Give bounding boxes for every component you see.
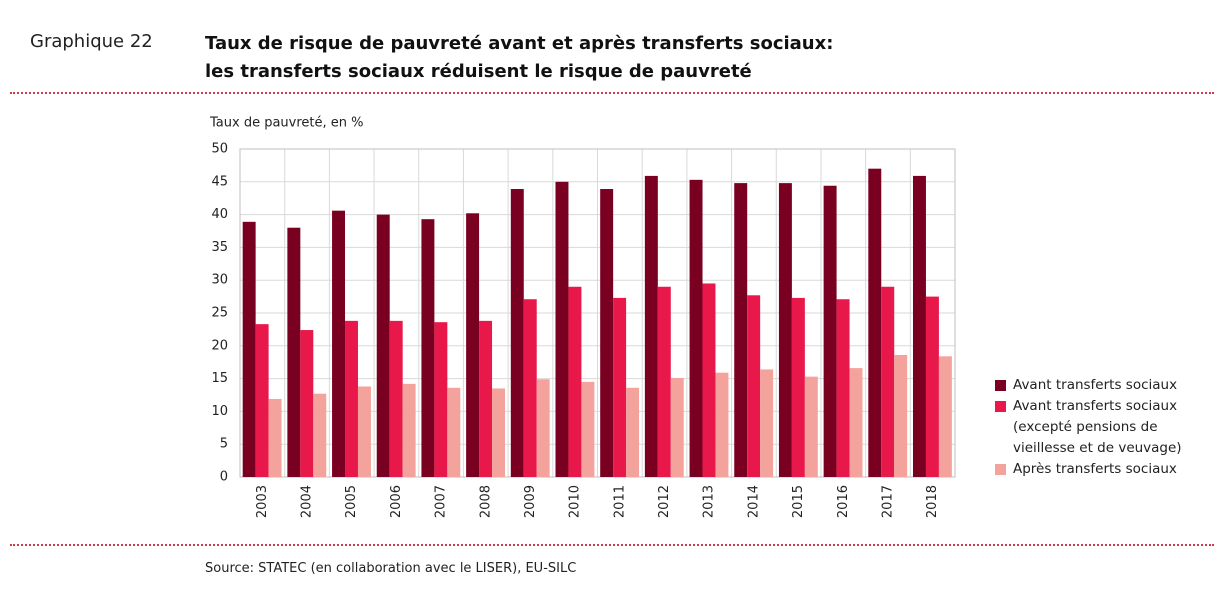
bar [389, 320, 403, 477]
x-tick-label: 2015 [791, 485, 806, 518]
chart-title: Taux de risque de pauvreté avant et aprè… [205, 33, 834, 54]
y-tick-label: 25 [211, 306, 228, 321]
y-tick-label: 35 [211, 240, 228, 255]
bar [402, 383, 416, 477]
bar [626, 387, 640, 477]
legend: Avant transferts sociaux Avant transferts… [995, 375, 1195, 480]
y-tick-label: 50 [211, 142, 228, 157]
x-tick-label: 2003 [255, 485, 270, 518]
bar [357, 386, 371, 477]
bar [702, 283, 716, 477]
bar [894, 354, 908, 477]
bar [287, 227, 301, 477]
bar [791, 297, 805, 477]
legend-item: Après transferts sociaux [995, 459, 1195, 480]
bar [421, 219, 435, 477]
legend-label: Avant transferts sociaux (excepté pensio… [1013, 398, 1182, 456]
legend-swatch [995, 401, 1006, 412]
bar [747, 295, 761, 477]
x-tick-label: 2004 [300, 485, 315, 518]
x-tick-label: 2017 [880, 485, 895, 518]
bar [881, 286, 895, 477]
x-tick-label: 2013 [702, 485, 717, 518]
y-tick-label: 5 [220, 437, 228, 452]
bar [510, 189, 524, 478]
legend-label: Après transferts sociaux [1013, 461, 1177, 477]
bar [536, 379, 550, 477]
y-tick-label: 10 [211, 404, 228, 419]
bar [479, 320, 493, 477]
separator [10, 92, 1214, 94]
bar [912, 175, 926, 477]
x-tick-label: 2007 [434, 485, 449, 518]
bar [345, 320, 358, 477]
y-tick-label: 0 [220, 470, 228, 485]
x-tick-label: 2008 [478, 485, 493, 518]
chart-subtitle: les transferts sociaux réduisent le risq… [205, 61, 752, 82]
x-tick-label: 2018 [925, 485, 940, 518]
bar [657, 286, 671, 477]
y-tick-label: 45 [211, 174, 228, 189]
bar [836, 299, 850, 477]
bar [868, 168, 882, 477]
legend-item: Avant transferts sociaux (excepté pensio… [995, 396, 1195, 459]
plot-frame [239, 148, 956, 478]
bar [523, 299, 537, 477]
bar [447, 387, 461, 477]
x-tick-label: 2009 [523, 485, 538, 518]
legend-swatch [995, 464, 1006, 475]
bar [300, 330, 314, 477]
x-tick-label: 2014 [746, 485, 761, 518]
bar [760, 369, 774, 477]
bar [492, 388, 505, 477]
x-tick-label: 2005 [344, 485, 359, 518]
x-tick-label: 2011 [612, 485, 627, 518]
bar [434, 322, 448, 477]
bar [613, 297, 627, 477]
title-block: Taux de risque de pauvreté avant et aprè… [205, 30, 833, 86]
bar [268, 398, 282, 477]
source: Source: STATEC (en collaboration avec le… [205, 561, 577, 576]
bar [715, 372, 729, 477]
bar [670, 377, 684, 477]
bar [466, 213, 480, 477]
separator [10, 544, 1214, 546]
bar [778, 183, 792, 477]
bar [644, 175, 658, 477]
chart-label: Graphique 22 [30, 31, 153, 52]
bar [823, 185, 837, 477]
y-tick-label: 20 [211, 338, 228, 353]
bar [734, 183, 748, 477]
bar [581, 381, 595, 477]
bar [313, 393, 327, 477]
bar [242, 221, 256, 477]
x-tick-label: 2016 [836, 485, 851, 518]
bar [849, 368, 863, 477]
y-tick-label: 30 [211, 273, 228, 288]
bar [925, 296, 939, 477]
x-tick-label: 2006 [389, 485, 404, 518]
x-tick-label: 2010 [568, 485, 583, 518]
bar [600, 189, 614, 478]
bar [804, 376, 818, 477]
legend-label: Avant transferts sociaux [1013, 377, 1178, 393]
bar [555, 181, 569, 478]
x-tick-label: 2012 [657, 485, 672, 518]
bar [332, 210, 346, 477]
y-axis-label: Taux de pauvreté, en % [209, 116, 364, 131]
bar [568, 286, 582, 477]
bar [376, 214, 390, 477]
bar [255, 324, 269, 477]
y-tick-label: 15 [211, 371, 228, 386]
legend-item: Avant transferts sociaux [995, 375, 1195, 396]
bar [938, 356, 952, 477]
y-tick-label: 40 [211, 207, 228, 222]
bar [689, 179, 703, 477]
legend-swatch [995, 380, 1006, 391]
